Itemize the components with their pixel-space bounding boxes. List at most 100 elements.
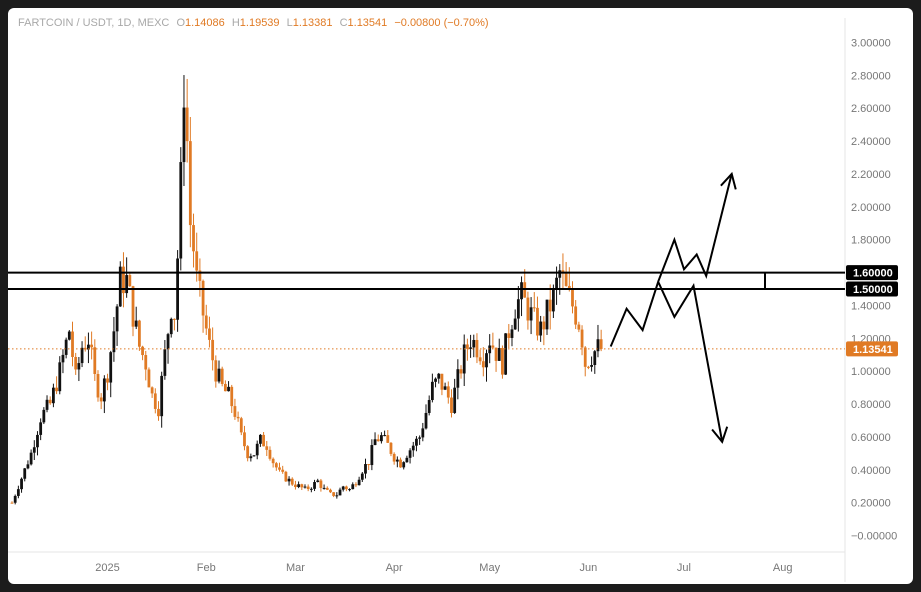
y-tick-label: −0.00000 (851, 531, 897, 543)
candle (300, 483, 304, 491)
candle-body (268, 449, 272, 459)
candle-body (61, 354, 65, 363)
y-tick-label: 0.20000 (851, 498, 891, 510)
candle-body (424, 412, 428, 429)
candle (593, 350, 597, 374)
candle (392, 452, 396, 465)
candle (102, 375, 106, 414)
candle (188, 116, 192, 248)
candle (399, 457, 402, 468)
candle (252, 455, 256, 457)
candle-body (395, 459, 399, 462)
candle (52, 383, 55, 408)
candle-body (583, 347, 587, 367)
candle (141, 345, 144, 361)
candle-body (99, 397, 103, 402)
candle (128, 271, 132, 287)
candle-body (545, 299, 549, 330)
candle-body (147, 369, 151, 388)
last-price-tag: 1.13541 (846, 341, 898, 357)
candle-body (580, 329, 584, 348)
candle (271, 457, 275, 468)
candle-body (577, 324, 581, 330)
y-tick-label: 2.20000 (851, 169, 891, 181)
symbol-label[interactable]: FARTCOIN / USDT, 1D, MEXC (18, 17, 170, 29)
candle-body (571, 289, 574, 307)
candle-body (306, 486, 310, 489)
candle-body (526, 297, 530, 321)
candle-body (173, 318, 176, 320)
candle (249, 453, 253, 462)
candle-body (150, 387, 154, 394)
candle-body (338, 489, 342, 496)
candle (516, 286, 520, 332)
candle-body (325, 487, 329, 490)
candle (466, 338, 469, 361)
candle (580, 325, 584, 356)
candle-body (157, 408, 160, 417)
chart-header: FARTCOIN / USDT, 1D, MEXC O1.14086 H1.19… (18, 17, 493, 29)
candle (134, 306, 138, 330)
candle-body (188, 141, 192, 226)
candle (10, 501, 14, 504)
close-value: 1.13541 (347, 17, 388, 29)
candle-body (134, 320, 138, 327)
candle (443, 382, 447, 391)
candle-body (599, 339, 603, 349)
candle-body (227, 386, 230, 392)
level-tag: 1.60000 (846, 265, 898, 281)
candle-body (23, 468, 27, 479)
candle-body (211, 339, 215, 361)
candle-body (220, 368, 224, 384)
candle (558, 264, 562, 295)
close-label: C (339, 17, 348, 29)
candle (329, 488, 332, 494)
candle-body (169, 318, 173, 335)
candle-body (446, 386, 450, 398)
candle (430, 373, 434, 403)
candle (55, 376, 58, 395)
candle (255, 440, 259, 460)
candle-body (383, 435, 386, 437)
y-tick-label: 2.00000 (851, 202, 891, 214)
candle (472, 334, 476, 358)
candle-body (163, 349, 167, 376)
candle-body (102, 378, 106, 402)
candle (571, 281, 574, 314)
candle-body (10, 502, 14, 504)
candle-body (453, 387, 457, 413)
candle (437, 372, 441, 384)
candle-body (259, 434, 262, 444)
candle (386, 429, 390, 443)
candle-body (128, 275, 132, 287)
candle-body (466, 344, 469, 349)
candle-body (421, 428, 425, 438)
candle (373, 432, 377, 446)
candle-body (389, 442, 393, 454)
candle (39, 418, 43, 441)
candle (475, 333, 479, 364)
candle (507, 324, 511, 348)
candle-body (20, 478, 23, 490)
candle (223, 380, 227, 392)
candle (596, 324, 600, 358)
candle-body (243, 432, 246, 447)
candle (137, 319, 141, 351)
candle (306, 484, 310, 492)
candle-body (322, 487, 326, 489)
candle-body (252, 455, 256, 457)
candle-body (440, 373, 444, 390)
candle-body (179, 162, 183, 259)
candle-body (284, 471, 288, 482)
x-tick-label: Aug (773, 562, 793, 574)
candle-body (223, 383, 227, 392)
candle (494, 347, 498, 372)
candle (497, 338, 501, 362)
candle (166, 332, 170, 364)
candle-body (516, 299, 520, 319)
candle-body (297, 484, 301, 488)
candle-body (201, 280, 205, 316)
candle (599, 329, 603, 352)
candle-body (539, 321, 543, 336)
